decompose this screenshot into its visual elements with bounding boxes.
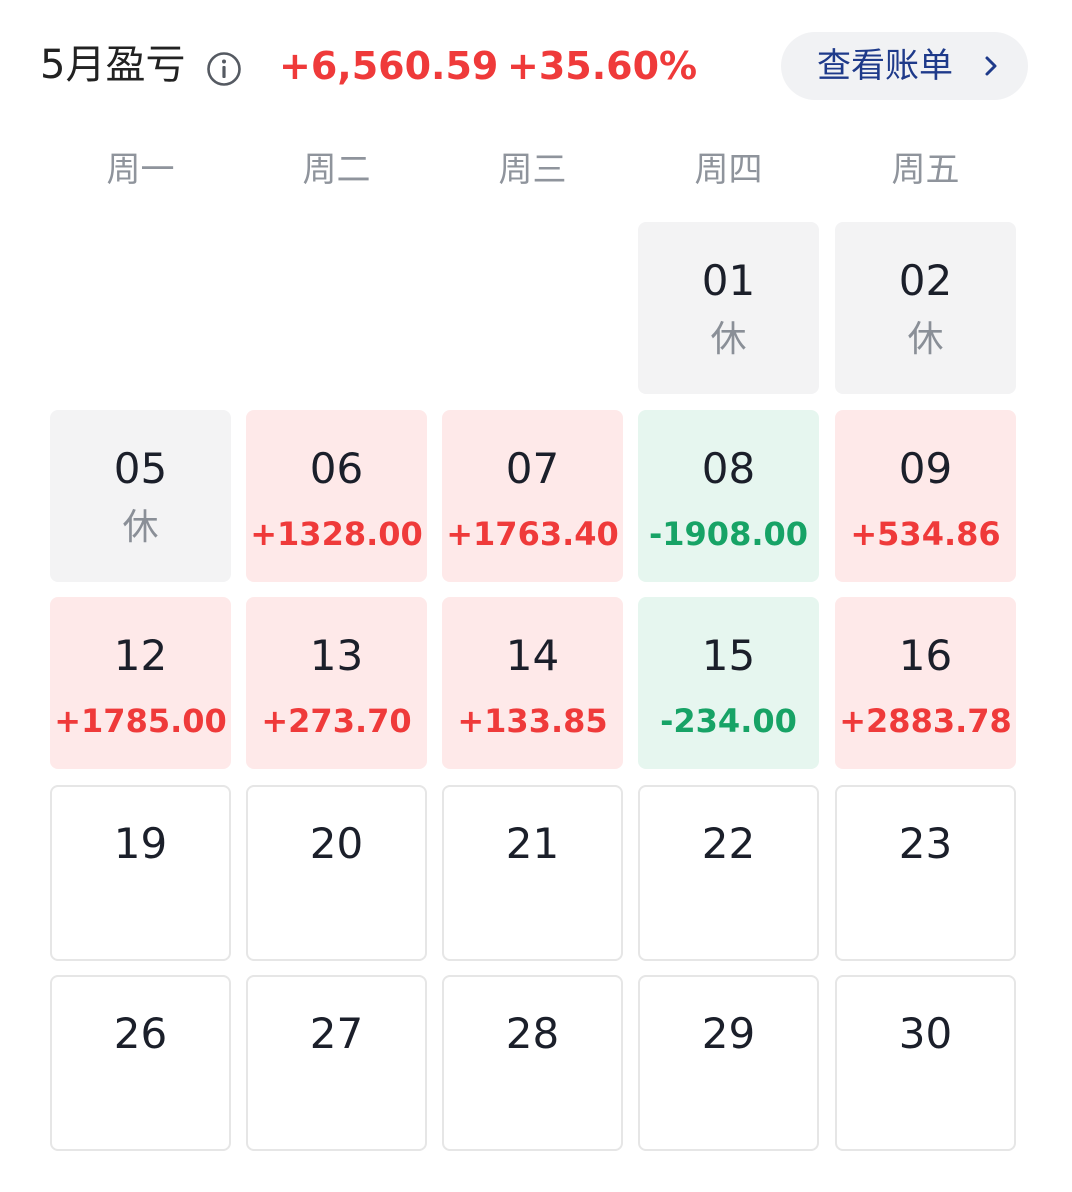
calendar-day-cell[interactable]: 21 <box>442 785 623 961</box>
calendar-day-cell[interactable]: 06 +1328.00 <box>246 410 427 582</box>
rest-day-label: 休 <box>122 507 159 548</box>
calendar-day-cell[interactable]: 07 +1763.40 <box>442 410 623 582</box>
day-number: 06 <box>309 444 364 493</box>
calendar-day-cell[interactable]: 08 -1908.00 <box>638 410 819 582</box>
day-number: 02 <box>898 256 953 305</box>
weekday-label: 周一 <box>106 150 175 190</box>
weekday-label: 周四 <box>694 150 763 190</box>
daily-pnl-value: +273.70 <box>261 702 412 740</box>
day-number: 26 <box>113 1009 168 1058</box>
daily-pnl-value: -234.00 <box>660 702 797 740</box>
daily-pnl-value: +2883.78 <box>839 702 1012 740</box>
pnl-header: 5月盈亏 +6,560.59 +35.60% 查看账单 <box>0 0 1072 130</box>
day-number: 01 <box>701 256 756 305</box>
rest-day-label: 休 <box>907 319 944 360</box>
weekday-label: 周三 <box>498 150 567 190</box>
calendar-day-cell[interactable]: 05 休 <box>50 410 231 582</box>
month-pnl-title: 5月盈亏 <box>40 42 186 88</box>
day-number: 29 <box>701 1009 756 1058</box>
day-number: 07 <box>505 444 560 493</box>
calendar-day-cell[interactable]: 23 <box>835 785 1016 961</box>
info-circle-icon[interactable] <box>206 51 242 87</box>
calendar-day-cell[interactable]: 19 <box>50 785 231 961</box>
calendar-day-cell[interactable]: 15 -234.00 <box>638 597 819 769</box>
day-number: 30 <box>898 1009 953 1058</box>
calendar-day-cell[interactable]: 26 <box>50 975 231 1151</box>
day-number: 14 <box>505 631 560 680</box>
rest-day-label: 休 <box>710 319 747 360</box>
day-number: 13 <box>309 631 364 680</box>
day-number: 08 <box>701 444 756 493</box>
day-number: 12 <box>113 631 168 680</box>
day-number: 05 <box>113 444 168 493</box>
day-number: 20 <box>309 819 364 868</box>
view-bill-label: 查看账单 <box>817 46 953 86</box>
view-bill-button[interactable]: 查看账单 <box>781 32 1028 100</box>
daily-pnl-value: +1763.40 <box>446 515 619 553</box>
weekday-label: 周五 <box>891 150 960 190</box>
daily-pnl-value: +1328.00 <box>250 515 423 553</box>
pnl-percent: +35.60% <box>507 44 698 88</box>
daily-pnl-value: +1785.00 <box>54 702 227 740</box>
chevron-right-icon <box>985 56 997 76</box>
day-number: 23 <box>898 819 953 868</box>
day-number: 19 <box>113 819 168 868</box>
calendar-day-cell[interactable]: 28 <box>442 975 623 1151</box>
calendar-day-cell[interactable]: 09 +534.86 <box>835 410 1016 582</box>
pnl-amount: +6,560.59 <box>279 44 499 88</box>
daily-pnl-value: +534.86 <box>850 515 1001 553</box>
calendar-day-cell[interactable]: 20 <box>246 785 427 961</box>
daily-pnl-value: -1908.00 <box>648 515 809 553</box>
day-number: 16 <box>898 631 953 680</box>
daily-pnl-value: +133.85 <box>457 702 608 740</box>
day-number: 21 <box>505 819 560 868</box>
calendar-day-cell[interactable]: 22 <box>638 785 819 961</box>
day-number: 28 <box>505 1009 560 1058</box>
day-number: 27 <box>309 1009 364 1058</box>
day-number: 09 <box>898 444 953 493</box>
calendar-day-cell[interactable]: 14 +133.85 <box>442 597 623 769</box>
calendar-day-cell[interactable]: 13 +273.70 <box>246 597 427 769</box>
calendar-day-cell[interactable]: 02 休 <box>835 222 1016 394</box>
day-number: 15 <box>701 631 756 680</box>
calendar-day-cell[interactable]: 30 <box>835 975 1016 1151</box>
calendar-day-cell[interactable]: 29 <box>638 975 819 1151</box>
day-number: 22 <box>701 819 756 868</box>
calendar-day-cell[interactable]: 01 休 <box>638 222 819 394</box>
weekday-label: 周二 <box>302 150 371 190</box>
calendar-day-cell[interactable]: 27 <box>246 975 427 1151</box>
calendar-day-cell[interactable]: 16 +2883.78 <box>835 597 1016 769</box>
calendar-day-cell[interactable]: 12 +1785.00 <box>50 597 231 769</box>
